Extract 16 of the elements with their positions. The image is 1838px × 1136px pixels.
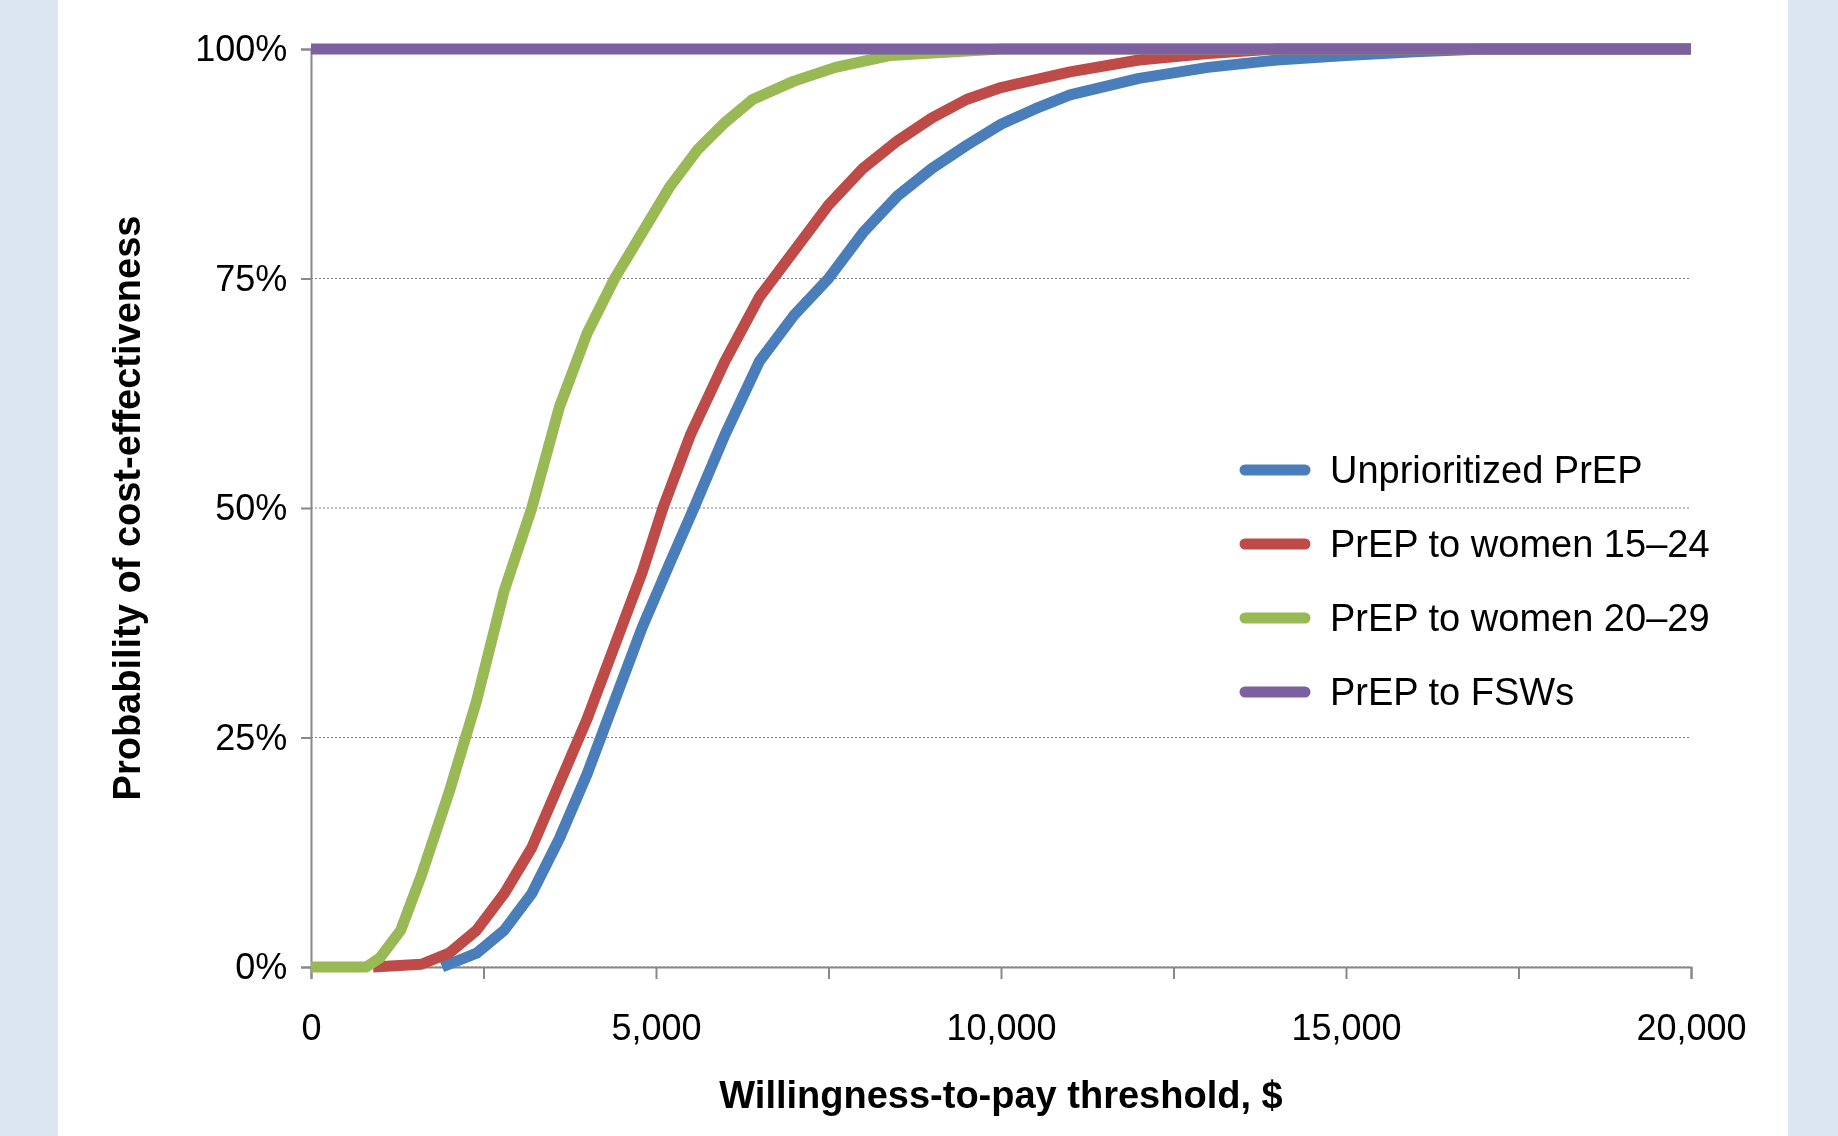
x-axis-title: Willingness-to-pay threshold, $ (719, 1074, 1283, 1116)
y-tick-label: 75% (215, 257, 288, 299)
legend-label: Unprioritized PrEP (1330, 449, 1643, 491)
y-tick-label: 100% (195, 28, 288, 70)
x-tick-label: 10,000 (946, 1006, 1057, 1048)
y-tick-label: 25% (215, 716, 288, 758)
x-tick-label: 5,000 (611, 1006, 702, 1048)
x-tick-label: 15,000 (1291, 1006, 1402, 1048)
y-axis-title: Probability of cost-effectiveness (106, 215, 148, 801)
x-tick-label: 0 (301, 1006, 322, 1048)
legend-label: PrEP to FSWs (1330, 671, 1575, 713)
y-tick-label: 50% (215, 487, 288, 529)
legend-label: PrEP to women 15–24 (1330, 523, 1710, 565)
x-tick-label: 20,000 (1636, 1006, 1747, 1048)
y-tick-label: 0% (235, 946, 288, 988)
legend-label: PrEP to women 20–29 (1330, 597, 1710, 639)
